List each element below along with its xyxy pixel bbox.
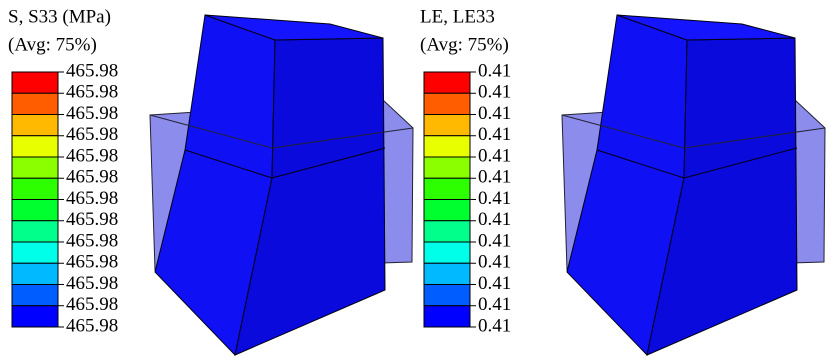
legend-label: 465.98: [66, 315, 118, 336]
legend-label: 465.98: [66, 294, 118, 315]
legend-label: 0.41: [478, 167, 511, 188]
panel: LE, LE33(Avg: 75%)0.410.410.410.410.410.…: [420, 6, 825, 355]
color-band: [12, 72, 58, 93]
color-band: [12, 242, 58, 263]
color-band: [424, 200, 470, 221]
color-band: [424, 242, 470, 263]
color-band: [424, 221, 470, 242]
color-band: [424, 93, 470, 114]
color-band: [12, 285, 58, 306]
legend-label: 465.98: [66, 103, 118, 124]
legend-label: 0.41: [478, 82, 511, 103]
panel: S, S33 (MPa)(Avg: 75%)465.98465.98465.98…: [8, 6, 413, 355]
legend-label: 465.98: [66, 145, 118, 166]
color-band: [424, 157, 470, 178]
color-band: [12, 93, 58, 114]
color-band: [424, 306, 470, 327]
color-band: [424, 136, 470, 157]
legend-label: 0.41: [478, 124, 511, 145]
legend-label: 0.41: [478, 60, 511, 81]
legend-label: 0.41: [478, 145, 511, 166]
legend-title: S, S33 (MPa): [8, 6, 111, 27]
color-band: [12, 115, 58, 136]
legend-label: 0.41: [478, 103, 511, 124]
legend-label: 465.98: [66, 252, 118, 273]
legend-label: 465.98: [66, 230, 118, 251]
legend-label: 465.98: [66, 273, 118, 294]
model: [562, 15, 825, 355]
legend-label: 465.98: [66, 124, 118, 145]
color-band: [12, 136, 58, 157]
color-band: [424, 178, 470, 199]
legend-label: 465.98: [66, 167, 118, 188]
color-band: [12, 178, 58, 199]
legend-label: 0.41: [478, 273, 511, 294]
legend-subtitle: (Avg: 75%): [420, 34, 509, 55]
color-band: [424, 263, 470, 284]
legend-label: 0.41: [478, 188, 511, 209]
legend-label: 0.41: [478, 209, 511, 230]
legend-label: 465.98: [66, 82, 118, 103]
color-band: [424, 72, 470, 93]
color-band: [12, 221, 58, 242]
color-band: [12, 200, 58, 221]
figure: S, S33 (MPa)(Avg: 75%)465.98465.98465.98…: [0, 0, 830, 360]
legend-label: 0.41: [478, 315, 511, 336]
color-band: [12, 306, 58, 327]
legend-label: 465.98: [66, 209, 118, 230]
legend-label: 0.41: [478, 230, 511, 251]
color-band: [424, 115, 470, 136]
color-band: [12, 263, 58, 284]
legend-label: 465.98: [66, 60, 118, 81]
legend-label: 0.41: [478, 252, 511, 273]
color-band: [12, 157, 58, 178]
legend-title: LE, LE33: [420, 6, 495, 27]
legend-subtitle: (Avg: 75%): [8, 34, 97, 55]
legend-label: 465.98: [66, 188, 118, 209]
color-band: [424, 285, 470, 306]
legend-label: 0.41: [478, 294, 511, 315]
model: [150, 15, 413, 355]
